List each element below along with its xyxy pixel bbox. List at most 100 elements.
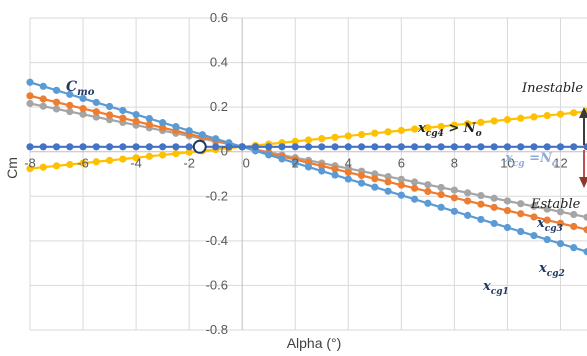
data-point	[318, 167, 326, 175]
y-tick-label: -0.2	[206, 188, 228, 203]
arrow-inestable-icon	[579, 107, 587, 145]
x-tick-label: 2	[292, 156, 299, 171]
x-tick-label: 8	[451, 156, 458, 171]
data-point	[517, 200, 525, 208]
arrow-estable-icon	[579, 150, 587, 188]
data-point	[172, 143, 180, 151]
data-point	[145, 114, 153, 123]
data-point	[331, 165, 339, 173]
data-point	[79, 159, 87, 167]
data-point	[304, 143, 313, 151]
data-point	[66, 90, 74, 98]
data-point	[397, 191, 405, 199]
data-point	[424, 124, 432, 132]
data-point	[79, 143, 87, 151]
data-point	[371, 183, 379, 191]
data-point	[159, 124, 167, 132]
data-point	[503, 223, 512, 232]
data-point	[344, 168, 352, 176]
data-point	[503, 197, 512, 205]
data-point	[304, 136, 313, 144]
data-point	[503, 206, 512, 215]
data-point	[570, 210, 578, 219]
data-point	[437, 143, 445, 151]
annotation-inestable: Inestable	[521, 81, 583, 96]
data-point	[556, 143, 565, 151]
data-point	[543, 205, 551, 213]
data-point	[92, 98, 100, 107]
data-point	[477, 191, 485, 200]
data-point	[172, 123, 180, 131]
data-point	[397, 143, 405, 151]
data-point	[66, 143, 74, 151]
data-point	[477, 118, 485, 126]
data-point	[583, 143, 587, 151]
annotation-xcg-no: xcg =No	[504, 151, 558, 169]
data-point	[66, 160, 74, 169]
data-point	[278, 143, 286, 151]
data-point	[543, 111, 551, 120]
data-point	[556, 208, 565, 216]
data-point	[490, 194, 498, 202]
data-point	[198, 131, 207, 139]
x-tick-label: 4	[345, 156, 352, 171]
series-xcg2	[26, 92, 587, 234]
annotation-xcg1: xcg1	[482, 279, 509, 297]
data-point	[583, 248, 587, 256]
data-point	[331, 143, 339, 151]
data-point	[52, 105, 61, 113]
y-axis-title: Cm	[4, 157, 20, 179]
data-point	[39, 82, 47, 90]
series-group	[26, 78, 587, 256]
data-point	[410, 195, 419, 203]
data-point	[291, 159, 299, 167]
data-point	[424, 143, 432, 151]
x-tick-label: 6	[398, 156, 405, 171]
data-point	[570, 109, 578, 117]
data-point	[52, 86, 61, 94]
annotation-xcg3: xcg3	[536, 216, 563, 234]
data-point	[410, 184, 419, 192]
data-point	[384, 172, 392, 181]
data-point	[66, 108, 74, 116]
data-point	[119, 143, 127, 151]
data-point	[503, 116, 512, 124]
data-point	[424, 181, 432, 189]
data-point	[464, 143, 472, 151]
y-tick-label: 0.6	[210, 10, 228, 25]
data-point	[490, 203, 498, 211]
data-point	[384, 143, 392, 151]
data-point	[251, 143, 260, 151]
data-point	[145, 120, 153, 129]
data-point	[357, 171, 366, 180]
annotation-estable: Estable	[530, 197, 581, 212]
data-point	[384, 128, 392, 136]
data-point	[437, 183, 445, 192]
data-point	[132, 143, 140, 151]
data-point	[39, 163, 47, 171]
data-point	[159, 151, 167, 159]
data-point	[450, 121, 458, 129]
data-point	[52, 143, 61, 151]
x-tick-label: -4	[130, 156, 142, 171]
data-point	[39, 95, 47, 103]
x-tick-label: 12	[553, 156, 567, 171]
data-point	[26, 78, 34, 86]
data-point	[464, 120, 472, 128]
data-point	[410, 125, 419, 133]
data-point	[304, 163, 313, 171]
data-point	[159, 119, 167, 127]
x-tick-label: -6	[77, 156, 89, 171]
x-tick-label: -2	[183, 156, 195, 171]
data-point	[490, 117, 498, 125]
data-point	[52, 98, 61, 106]
data-point	[530, 113, 538, 121]
data-point	[172, 150, 180, 158]
data-point	[212, 143, 220, 151]
data-point	[331, 133, 339, 141]
data-point	[105, 156, 114, 165]
data-point	[517, 114, 525, 122]
data-point	[132, 154, 140, 162]
data-point	[530, 231, 538, 240]
data-point	[291, 143, 299, 151]
